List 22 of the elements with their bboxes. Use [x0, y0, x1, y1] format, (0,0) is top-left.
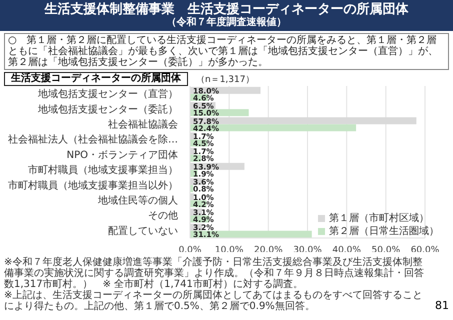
text: （n＝1,317） — [196, 74, 254, 86]
y-tick-label: NPO・ボランティア団体 — [66, 148, 178, 161]
y-tick-label: 市町村職員（地域支援事業担当） — [28, 164, 178, 176]
text: ○ 第１層・第２層に配置している生活支援コーディネーターの所属をみると、第１層・第２層ともに「社会福祉協議会」が最も多く、次いで第１層は「地域包括支援センター（直営）」が、第２層は「地域包括支援センター（委託）」が多かった。 — [4, 33, 449, 70]
y-tick-label: 地域住民等の個人 — [97, 194, 178, 206]
chart-subtitle: （令和７年度調査速報値） — [166, 17, 288, 29]
y-tick-label: その他 — [148, 210, 178, 222]
legend-label: 第２層（日常生活圏域） — [329, 225, 439, 238]
chart-title: 生活支援体制整備事業 生活支援コーディネーターの所属団体 — [43, 2, 410, 17]
bar — [190, 230, 312, 238]
y-tick-label: 地域包括支援センター（直営） — [37, 88, 178, 100]
y-tick-label: 社会福祉協議会 — [108, 118, 178, 130]
text: 生活支援コーディネーターの所属団体 — [4, 72, 188, 86]
legend-label: 第１層（市町村区域） — [329, 212, 429, 225]
text: 81 — [434, 299, 449, 312]
text: ※上記は、生活支援コーディネーターの所属団体としてあてはまるものをすべて回答することにより得たもの。上記の他、第１層で0.5%、第２層で0.9%無回答。 — [4, 290, 424, 312]
y-tick-label: 地域包括支援センター（委託） — [37, 103, 178, 116]
y-tick-label: 市町村職員（地域支援事業担当以外） — [8, 179, 178, 192]
bar — [190, 124, 356, 132]
text: ※令和７年度老人保健健康増進等事業「介護予防・日常生活支援総合事業及び生活支援体制整備事業の実施状況に関する調査研究事業」より作成。（令和７年９月８日時点速報集計・回答数1,317市町村。） ※ 全市町村（1,741市町村）に対する調査。 — [4, 257, 425, 290]
y-tick-label: 配置していない — [108, 224, 178, 237]
y-tick-label: 社会福祉法人（社会福祉協議会を除… — [8, 134, 178, 146]
